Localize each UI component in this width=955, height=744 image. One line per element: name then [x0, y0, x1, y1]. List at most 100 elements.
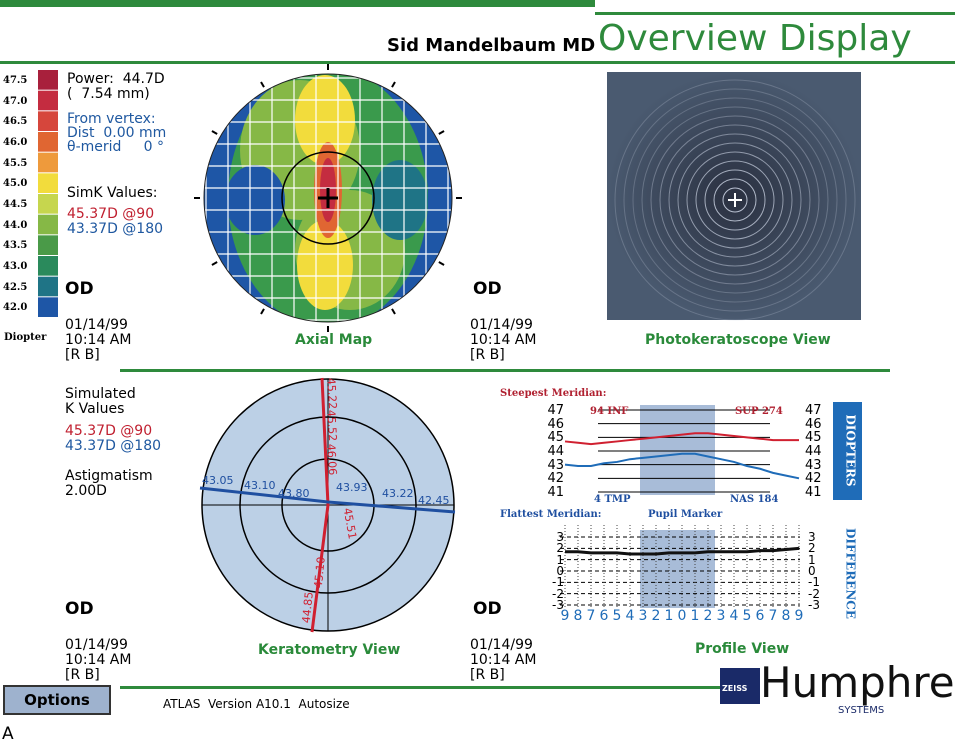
y-tick-label: 43 — [547, 457, 564, 473]
title: Overview Display — [598, 18, 912, 59]
caption: Axial Map — [295, 332, 373, 348]
scale-label: 44.5 — [3, 199, 28, 210]
x-tick-label: 2 — [703, 608, 713, 624]
y-tick-label: 2 — [556, 541, 564, 556]
sim-title: Simulated — [65, 386, 136, 402]
scale-label: 47.0 — [3, 95, 28, 107]
y-tick-label: 1 — [556, 552, 564, 567]
y2-tick-label: -3 — [808, 598, 820, 612]
scale-label: 45.5 — [3, 157, 28, 169]
axial-outline — [203, 73, 453, 323]
ring — [686, 151, 784, 249]
steep-label: 45.52 — [324, 409, 340, 442]
scale-swatch — [38, 173, 58, 193]
flat-label: 42.45 — [418, 494, 450, 507]
time: 10:14 AM — [65, 652, 132, 668]
y2-tick-label: 0 — [808, 564, 816, 578]
scale-swatch — [38, 90, 58, 111]
eye: OD — [473, 599, 502, 619]
scale-label: 46.5 — [3, 116, 28, 128]
y2-tick-label: 3 — [808, 530, 816, 544]
scale-swatch — [38, 132, 58, 152]
y2-tick-label: 45 — [805, 430, 822, 446]
scale-swatch — [38, 297, 58, 317]
tick — [260, 81, 265, 88]
y-tick-label: 44 — [547, 444, 564, 459]
scale-label: 42.5 — [3, 281, 28, 293]
astig-title: Astigmatism — [65, 468, 153, 484]
y-tick-label: 41 — [547, 485, 564, 500]
flat-right: NAS 184 — [730, 494, 779, 505]
y2-tick-label: 41 — [805, 485, 822, 500]
x-tick-label: 5 — [742, 608, 752, 624]
zeiss: ZEISS — [722, 684, 748, 693]
caption: Photokeratoscope View — [645, 332, 831, 348]
brand: Humphrey — [760, 658, 955, 707]
footer-rule — [120, 686, 720, 689]
x-tick-label: 1 — [664, 608, 674, 624]
y-tick-label: -3 — [552, 598, 564, 612]
simk-steep: 45.37D @90 — [67, 206, 155, 222]
y2-tick-label: 1 — [808, 552, 816, 567]
date: 01/14/99 — [470, 317, 533, 333]
x-tick-label: 7 — [586, 608, 596, 624]
operator: [R B] — [470, 347, 505, 363]
y2-tick-label: 42 — [805, 471, 822, 487]
flat-label: 43.05 — [202, 474, 234, 487]
steepest-label: Steepest Meridian: — [500, 388, 607, 399]
dist: Dist 0.00 mm — [67, 125, 167, 141]
x-tick-label: 8 — [781, 608, 791, 624]
flat-label: 43.80 — [278, 487, 310, 500]
eye: OD — [473, 279, 502, 299]
options-label[interactable]: Options — [24, 691, 90, 709]
x-tick-label: 0 — [677, 608, 687, 624]
y-tick-label: -2 — [552, 586, 564, 601]
simk-flat: 43.37D @180 — [67, 221, 164, 237]
scale-unit: Diopter — [4, 332, 47, 343]
y-tick-label: 47 — [547, 403, 564, 418]
scale-label: 45.0 — [3, 178, 28, 190]
header-bar — [0, 0, 595, 7]
flat-meridian — [199, 486, 456, 514]
date: 01/14/99 — [470, 637, 533, 653]
x-tick-label: 3 — [638, 608, 648, 624]
pupil-band — [640, 530, 715, 608]
tick — [211, 261, 218, 266]
x-tick-label: 1 — [690, 608, 700, 624]
k-steep: 45.37D @90 — [65, 423, 153, 439]
pupil-band — [640, 405, 715, 495]
tick — [260, 308, 265, 315]
version: ATLAS Version A10.1 Autosize — [163, 697, 350, 711]
scale-swatch — [38, 276, 58, 297]
x-tick-label: 6 — [599, 608, 609, 624]
steep-label: 45.22 — [324, 377, 340, 410]
tick — [211, 130, 218, 135]
ring — [614, 79, 856, 321]
y2-tick-label: -2 — [808, 586, 820, 601]
x-tick-label: 8 — [573, 608, 583, 624]
eye: OD — [65, 599, 94, 619]
date: 01/14/99 — [65, 317, 128, 333]
y-tick-label: 46 — [547, 416, 564, 432]
ring — [713, 178, 757, 222]
flat-curve — [564, 452, 800, 480]
options-button[interactable] — [3, 685, 111, 715]
y2-tick-label: 46 — [805, 416, 822, 432]
scale-label: 43.5 — [3, 240, 28, 252]
zeiss-badge — [720, 668, 760, 704]
difference-label: DIFFERENCE — [843, 528, 858, 619]
time: 10:14 AM — [470, 652, 537, 668]
flattest-label: Flattest Meridian: — [500, 509, 602, 520]
x-tick-label: 4 — [625, 608, 635, 624]
ring — [677, 142, 793, 258]
eye: OD — [65, 279, 94, 299]
doctor: Sid Mandelbaum MD — [387, 35, 596, 56]
sim-title: K Values — [65, 401, 125, 417]
y2-tick-label: 2 — [808, 541, 816, 556]
tick — [438, 130, 445, 135]
operator: [R B] — [470, 667, 505, 683]
scale-label: 47.5 — [3, 75, 28, 86]
steep-curve — [564, 432, 799, 446]
x-tick-label: 7 — [768, 608, 778, 624]
